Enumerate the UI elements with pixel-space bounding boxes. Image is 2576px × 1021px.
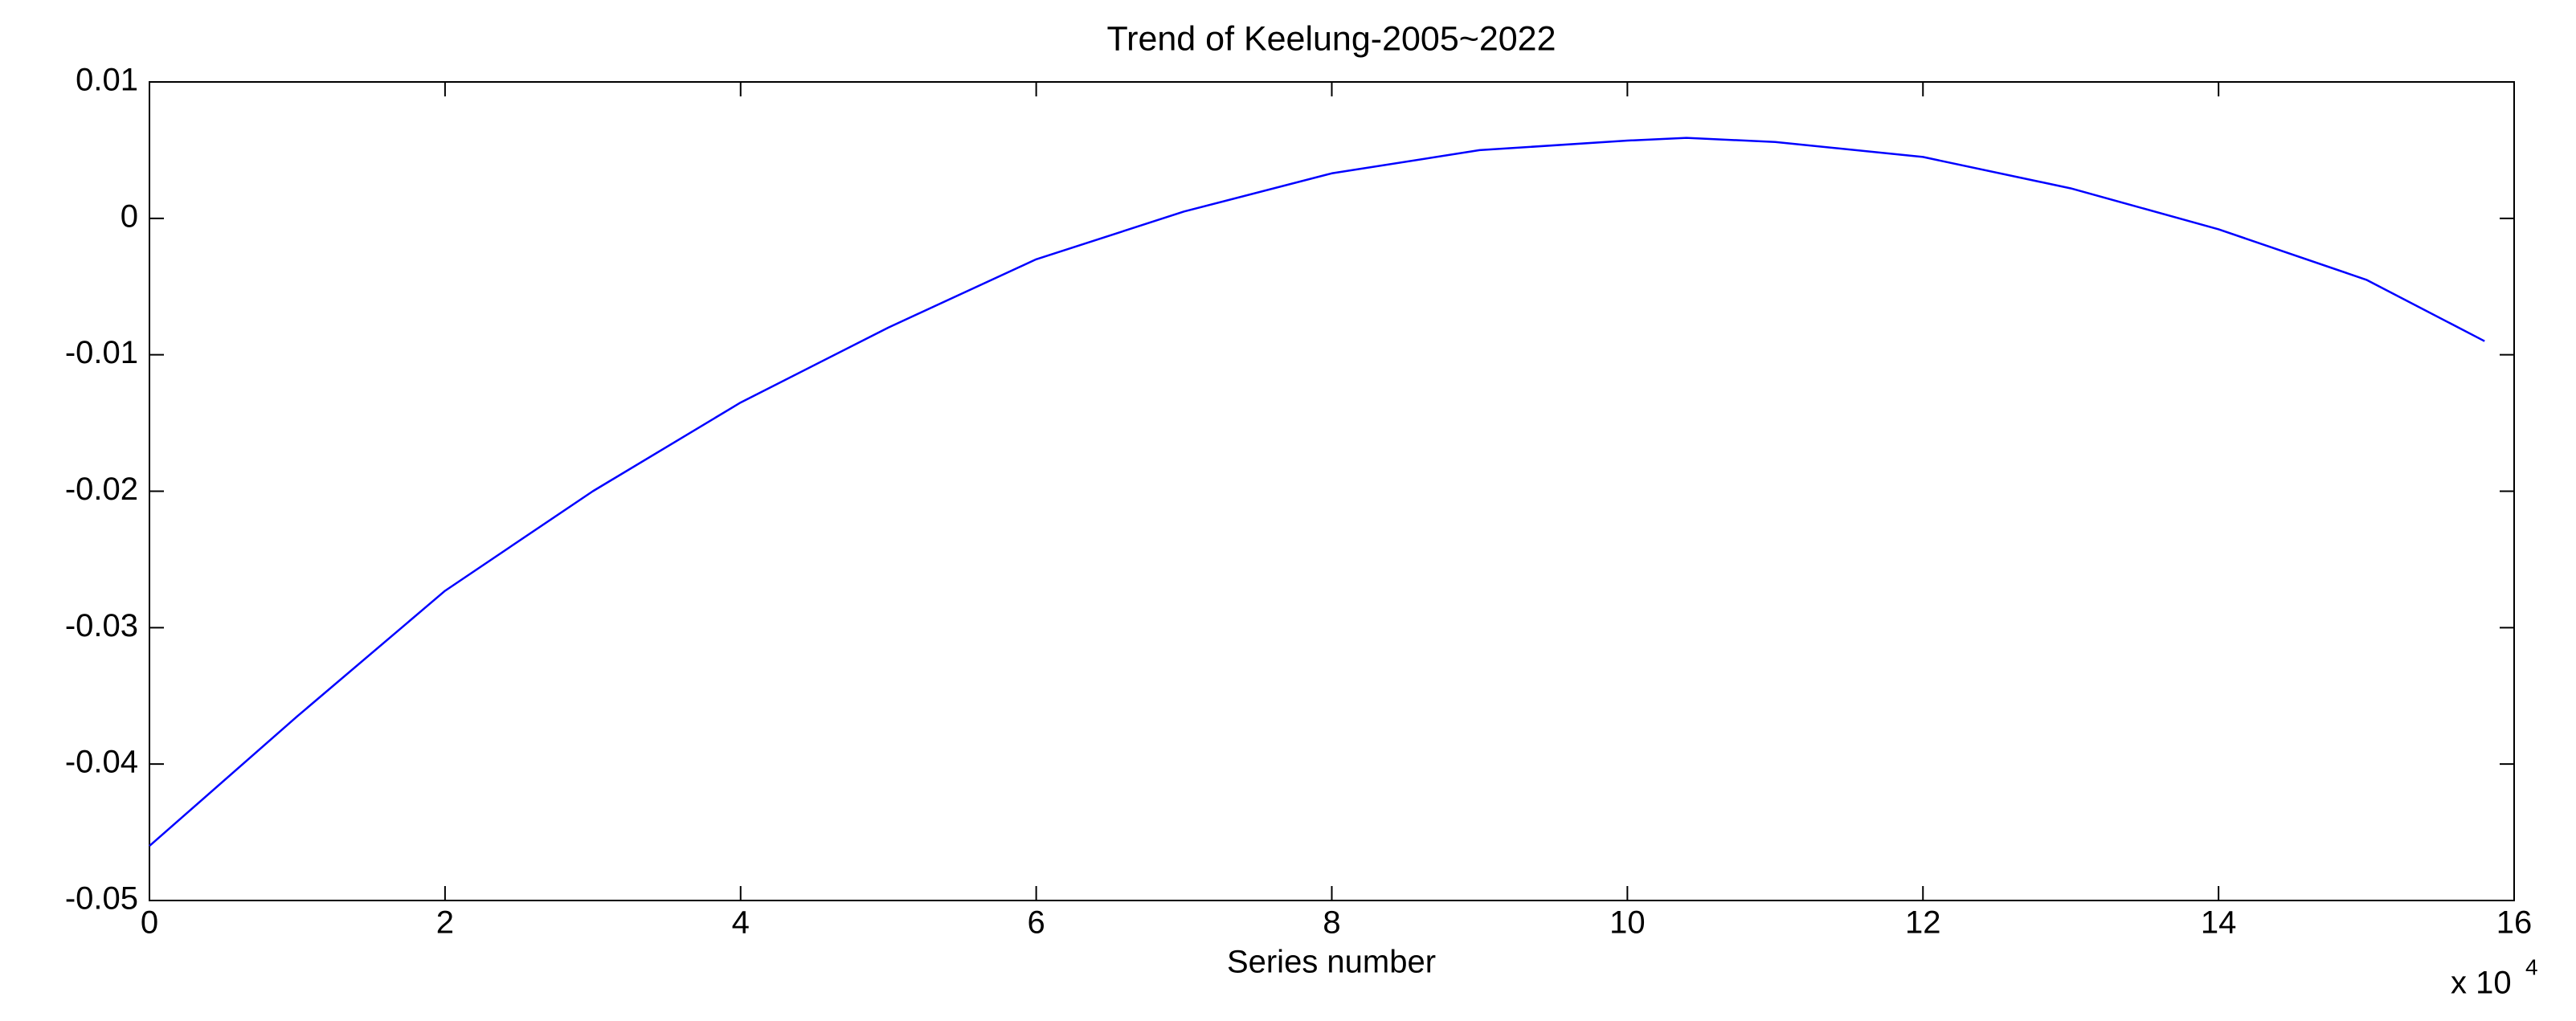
y-tick-label: -0.05 — [65, 881, 138, 917]
x-scale-label: x 10 — [2451, 966, 2512, 1001]
y-tick-label: -0.01 — [65, 335, 138, 370]
y-tick-label: 0.01 — [76, 63, 138, 98]
x-tick-label: 4 — [732, 905, 750, 941]
x-tick-label: 12 — [1905, 905, 1941, 941]
x-axis-label: Series number — [1227, 945, 1436, 980]
x-tick-label: 6 — [1028, 905, 1045, 941]
x-tick-label: 14 — [2201, 905, 2237, 941]
plot-frame — [149, 81, 2515, 901]
x-tick-label: 8 — [1323, 905, 1340, 941]
y-tick-label: -0.03 — [65, 608, 138, 643]
x-tick-label: 0 — [141, 905, 158, 941]
y-tick-label: -0.02 — [65, 472, 138, 507]
y-tick-label: -0.04 — [65, 745, 138, 780]
y-tick-label: 0 — [121, 198, 138, 234]
line-series — [149, 137, 2485, 847]
x-tick-label: 16 — [2496, 905, 2533, 941]
chart-title: Trend of Keelung-2005~2022 — [1106, 19, 1556, 58]
x-tick-label: 10 — [1609, 905, 1646, 941]
x-tick-label: 2 — [436, 905, 454, 941]
x-scale-exponent: 4 — [2525, 954, 2538, 979]
